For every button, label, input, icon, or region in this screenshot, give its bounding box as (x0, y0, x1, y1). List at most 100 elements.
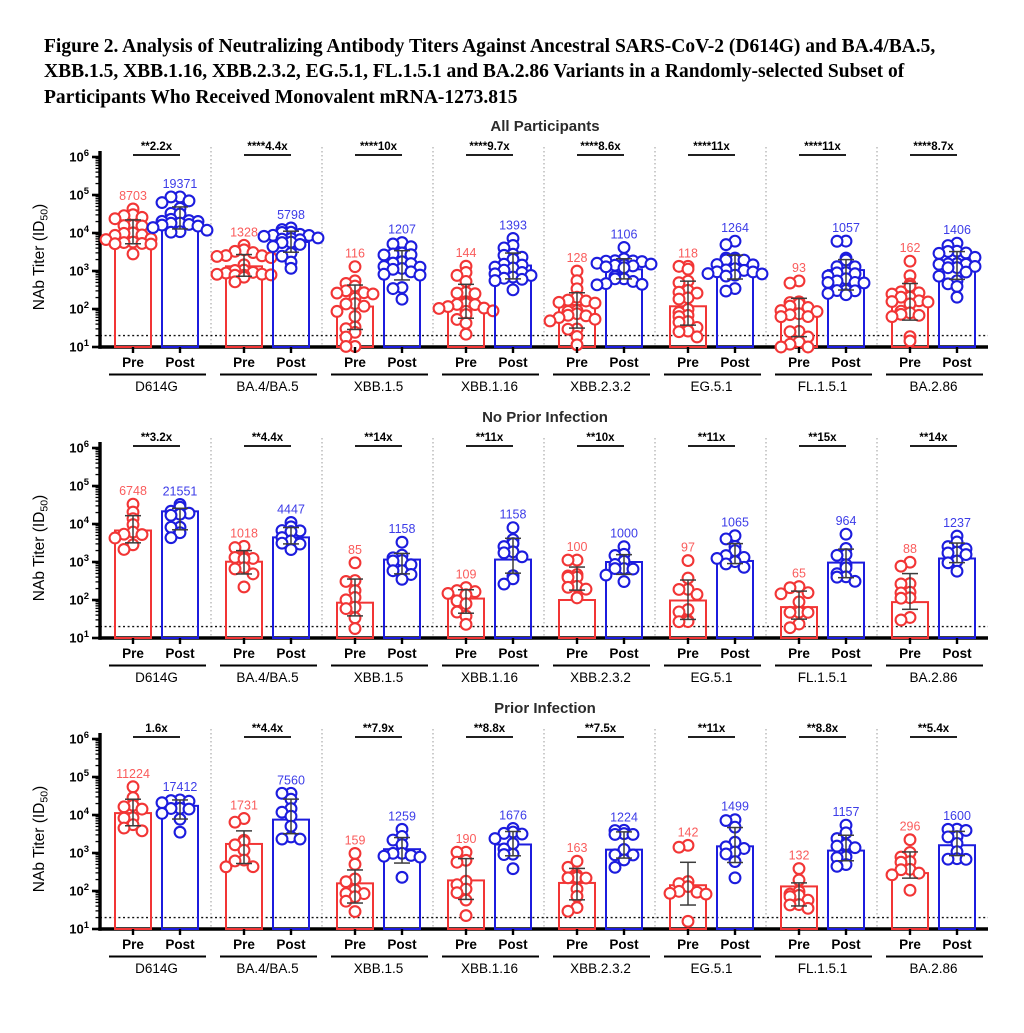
post-arm: 1224 (605, 810, 643, 931)
y-axis-ticks: 101 102 103 104 105 106 (69, 730, 100, 937)
pre-gmt-label: 142 (678, 825, 699, 839)
data-point (783, 325, 797, 339)
y-axis-ticks: 101 102 103 104 105 106 (69, 439, 100, 646)
post-label: Post (609, 355, 639, 370)
pre-error-bar (458, 589, 474, 614)
data-point (644, 257, 658, 271)
post-label: Post (831, 646, 861, 661)
post-arm: 1000 (599, 527, 643, 640)
data-point (348, 260, 362, 274)
post-gmt-label: 1207 (388, 223, 416, 237)
data-point (950, 280, 964, 293)
pre-points (774, 274, 824, 354)
data-point (719, 814, 733, 828)
pre-gmt-label: 163 (567, 841, 588, 855)
y-tick-label: 103 (69, 844, 89, 861)
data-point (257, 229, 271, 243)
post-arm: 1393 (488, 218, 538, 349)
post-error-bar (616, 258, 632, 280)
post-gmt-label: 1264 (721, 221, 749, 235)
post-gmt-label: 1158 (500, 508, 527, 522)
variant-group-EG.5.1: 97 1065 **11x Pre Post EG.5.1 (664, 432, 761, 685)
data-point (885, 295, 899, 309)
variant-label: EG.5.1 (690, 379, 732, 394)
pre-error-bar (125, 219, 141, 245)
pre-arm: 118 (669, 246, 707, 349)
pre-gmt-label: 128 (567, 251, 588, 265)
pre-error-bar (902, 572, 918, 611)
data-point (681, 262, 695, 276)
variant-group-BA.2.86: 296 1600 **5.4x Pre Post BA.2.86 (885, 723, 983, 976)
data-point (126, 247, 140, 261)
data-point (588, 296, 602, 310)
pre-gmt-label: 116 (345, 247, 365, 261)
data-point (330, 286, 344, 300)
data-point (885, 868, 899, 882)
data-point (164, 531, 178, 545)
data-point (690, 330, 704, 344)
pre-error-bar (458, 857, 474, 901)
pre-gmt-label: 6748 (119, 484, 147, 498)
post-label: Post (276, 646, 306, 661)
fold-change-label: ****8.7x (913, 141, 954, 153)
data-point (228, 815, 242, 829)
pre-label: Pre (899, 355, 921, 370)
post-gmt-label: 1157 (833, 805, 860, 819)
data-point (552, 295, 566, 309)
pre-points (783, 862, 815, 915)
fold-change-label: **7.5x (585, 723, 617, 735)
data-point (164, 190, 178, 204)
fold-change-label: **2.2x (141, 141, 173, 153)
pre-gmt-label: 97 (681, 541, 695, 555)
data-point (432, 302, 446, 315)
panel-all-participants: All Participants 101 102 103 104 105 106 NAb T… (0, 118, 1024, 399)
data-point (950, 564, 964, 578)
post-gmt-label: 1065 (721, 516, 749, 530)
variant-group-XBB.1.5: 85 1158 **14x Pre Post XBB.1.5 (331, 432, 428, 685)
variant-group-BA.4/BA.5: 1731 7560 **4.4x Pre Post BA.4/BA.5 (219, 723, 317, 976)
post-gmt-label: 1499 (721, 800, 749, 814)
data-point (672, 583, 686, 596)
post-points (821, 234, 871, 302)
variant-group-XBB.1.16: 144 1393 ****9.7x Pre Post XBB.1.16 (432, 141, 539, 394)
y-tick-label: 102 (69, 300, 89, 317)
y-tick-label: 102 (69, 591, 89, 608)
data-point (339, 602, 353, 616)
data-point (783, 605, 797, 619)
data-point (515, 550, 529, 564)
pre-label: Pre (233, 937, 255, 952)
pre-gmt-label: 162 (900, 241, 921, 255)
pre-arm: 144 (432, 246, 500, 349)
data-point (561, 860, 575, 874)
fold-change-label: ****10x (360, 141, 398, 153)
post-gmt-label: 1000 (610, 527, 638, 541)
pre-arm: 162 (885, 241, 935, 349)
data-point (497, 577, 511, 591)
pre-error-bar (680, 861, 696, 906)
post-gmt-label: 5798 (277, 208, 305, 222)
data-point (459, 327, 473, 341)
post-error-bar (616, 831, 632, 859)
data-point (570, 854, 584, 868)
data-point (932, 246, 946, 260)
variant-group-XBB.1.5: 116 1207 ****10x Pre Post XBB.1.5 (330, 141, 428, 394)
post-points (830, 818, 862, 873)
variant-group-BA.2.86: 162 1406 ****8.7x Pre Post BA.2.86 (885, 141, 983, 394)
data-point (755, 267, 769, 281)
data-point (357, 299, 371, 313)
post-gmt-label: 1237 (943, 516, 971, 530)
data-point (737, 560, 751, 574)
chart-no-prior-infection: 101 102 103 104 105 106 NAb Titer (ID50) 6748 21… (31, 432, 988, 685)
data-point (932, 269, 946, 283)
data-point (941, 852, 955, 866)
data-point (663, 886, 677, 900)
post-error-bar (949, 542, 965, 564)
variant-label: BA.4/BA.5 (236, 961, 298, 976)
variant-label: FL.1.5.1 (798, 961, 848, 976)
variant-label: XBB.1.16 (461, 670, 518, 685)
data-point (801, 605, 815, 619)
data-point (264, 268, 278, 282)
variant-group-D614G: 11224 17412 1.6x Pre Post D614G (109, 723, 206, 976)
data-point (719, 532, 733, 546)
y-tick-label: 104 (69, 515, 89, 532)
